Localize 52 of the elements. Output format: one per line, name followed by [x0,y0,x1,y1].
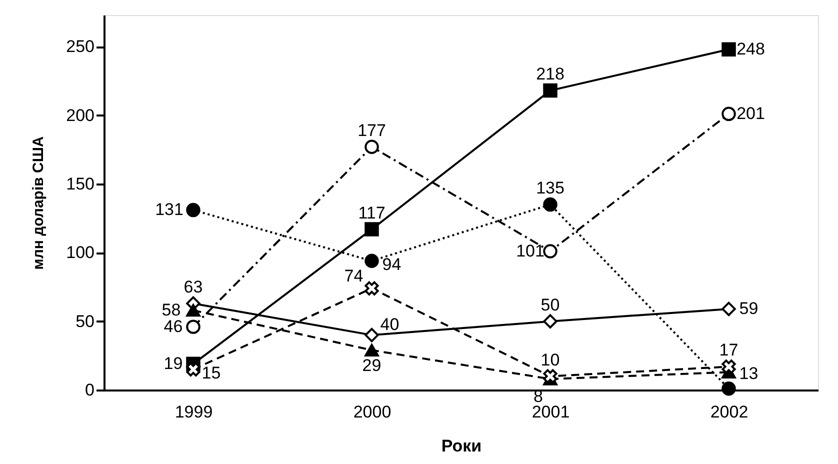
data-label: 63 [184,277,203,296]
data-label: 177 [358,120,386,140]
data-label: 17 [719,340,738,360]
y-tick-label: 250 [66,37,94,56]
data-label: 131 [155,200,184,220]
data-label: 58 [162,300,181,320]
y-tick-label: 100 [66,243,94,262]
point [543,314,558,328]
y-tick-label: 150 [66,174,94,194]
point [186,202,200,218]
point [364,140,379,154]
x-tick-label: 2002 [710,402,748,422]
point [186,304,200,317]
x-tick-label: 1999 [174,402,213,422]
point [722,382,736,396]
point [722,42,736,56]
point [543,83,558,98]
point [543,244,558,258]
data-label: 50 [540,295,560,314]
data-label: 248 [736,39,765,58]
data-label: 74 [344,266,364,286]
data-label: 10 [540,350,560,370]
point [543,197,558,212]
data-label: 13 [739,364,758,384]
point [186,320,200,334]
data-label: 117 [358,203,386,222]
point [722,360,736,374]
data-label: 94 [382,254,402,274]
data-label: 15 [202,363,221,382]
data-label: 135 [536,178,564,198]
point [364,281,379,296]
y-axis-title: млн доларів США [30,136,48,270]
data-label: 19 [164,354,183,373]
x-tick-label: 2001 [532,402,570,422]
data-label: 101 [516,241,544,260]
point [364,222,379,236]
x-axis-title: Роки [441,436,482,456]
point [722,302,736,316]
data-label: 59 [739,298,758,318]
x-tick-label: 2000 [353,402,392,422]
data-label: 29 [362,356,382,376]
y-tick-label: 50 [76,312,94,331]
point [364,344,379,356]
point [364,328,379,342]
point [722,106,736,122]
y-tick-label: 0 [85,380,94,400]
data-label: 201 [736,104,765,123]
y-tick-label: 200 [66,106,94,125]
point [364,254,379,268]
data-label: 46 [164,316,183,336]
data-label: 40 [380,315,400,334]
data-label: 218 [536,64,564,84]
